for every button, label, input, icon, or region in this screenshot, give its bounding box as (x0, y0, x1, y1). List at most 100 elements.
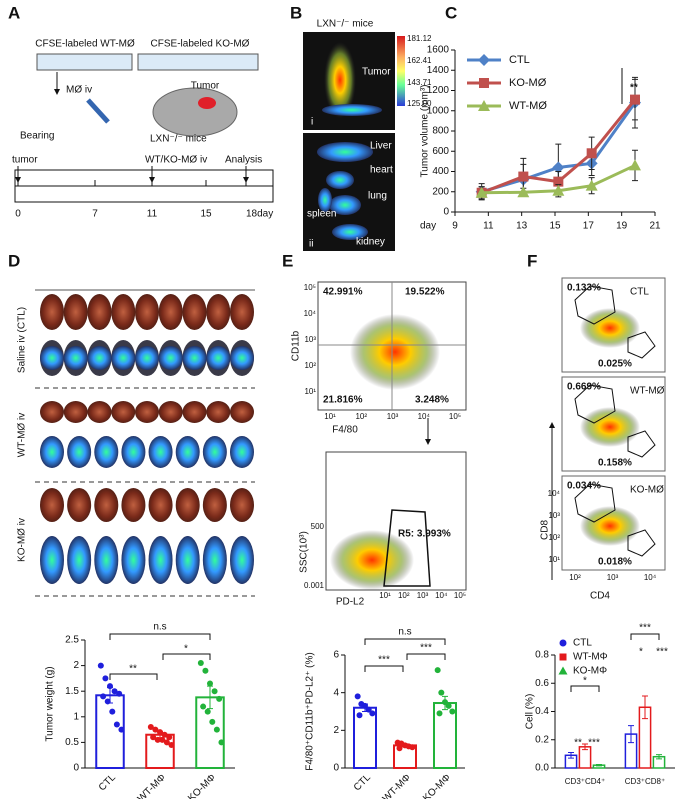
legend-label: CTL (573, 638, 592, 649)
x-tick-label: CTL (97, 772, 118, 793)
data-point (107, 683, 113, 690)
data-point (434, 667, 441, 674)
data-point (213, 726, 220, 733)
quadrant-label: 42.991% (323, 287, 363, 298)
tumor-image (111, 401, 136, 423)
density (350, 314, 440, 390)
flow-tick-label: 10² (304, 361, 316, 370)
flow-tick-label: 10² (569, 573, 581, 582)
tumor-image (175, 488, 200, 522)
tumor-image (121, 536, 146, 584)
organ (318, 188, 332, 212)
data-point (396, 745, 403, 752)
y-tick-label: 1000 (427, 105, 450, 116)
sig-label: * (583, 676, 587, 687)
tumor (198, 97, 216, 109)
error-bar (628, 725, 634, 744)
gate (627, 331, 656, 359)
syringe (86, 98, 110, 124)
legend-label: WT-MØ (509, 100, 547, 112)
tumor-image (175, 436, 200, 468)
data-point (356, 712, 363, 719)
legend-marker (479, 78, 489, 88)
axis-label: SSC(10³) (299, 531, 310, 573)
sig-bracket (109, 633, 211, 640)
error-bar (642, 695, 648, 720)
flow-tick-label: 10³ (607, 573, 619, 582)
y-tick-label: 600 (432, 146, 449, 157)
colorbar-label: 125.00 (407, 99, 432, 108)
data-point (218, 739, 225, 746)
data-point (102, 675, 109, 682)
tumor-image (111, 294, 136, 330)
density (580, 407, 640, 447)
y-tick-label: 1600 (427, 45, 450, 56)
y-tick-label: 0 (73, 763, 79, 774)
flow-tick-label: 10⁵ (449, 412, 461, 421)
tumor-image (230, 294, 254, 330)
legend-label: CTL (509, 54, 530, 66)
y-axis-label: Tumor weight (g) (45, 666, 56, 741)
gate-label: 0.018% (598, 557, 632, 568)
tumor-image (158, 294, 183, 330)
organ-label: heart (370, 165, 393, 176)
sig-label: ** (129, 664, 137, 675)
y-tick-label: 0.5 (65, 737, 79, 748)
marker (552, 161, 565, 174)
x-tick-label: 19 (616, 221, 628, 232)
marker (517, 186, 530, 198)
tumor-image (40, 436, 64, 468)
flow-plots: 0.133% CTL 0.025% 0.669% WT-MØ 0.158% 0.034% KO… (548, 277, 666, 582)
x-tick-label: KO-MΦ (186, 772, 218, 799)
data-point (438, 689, 445, 696)
y-axis-label: Tumor volume (mm³) (420, 85, 431, 178)
tumor-image (63, 401, 88, 423)
colorbar (397, 36, 405, 106)
colorbar-label: 181.12 (407, 34, 432, 43)
legend-marker (559, 639, 567, 647)
tumor-image (94, 488, 119, 522)
dish (137, 53, 259, 71)
tumor-image (206, 401, 231, 423)
quadrant-label: 3.248% (415, 395, 449, 406)
legend-marker (478, 100, 490, 111)
flow-tick-label: 10² (548, 533, 560, 542)
organ-label: spleen (307, 209, 336, 220)
flow-tick-label: 500 (311, 522, 325, 531)
flow-tick-label: 10² (355, 412, 367, 421)
data-point (168, 741, 175, 748)
y-tick-label: 2 (333, 725, 339, 736)
data-point (204, 708, 211, 715)
x-tick-label: KO-MΦ (421, 772, 453, 799)
panel-label: F (527, 251, 537, 270)
sig-bracket (109, 673, 158, 680)
flow-tick-label: 10⁴ (644, 573, 657, 582)
data-point (118, 726, 125, 733)
panel-label: E (282, 251, 293, 270)
marker (585, 179, 598, 191)
data-point (409, 744, 416, 751)
organ-label: kidney (356, 237, 385, 248)
panel-d: D Saline iv (CTL) WT-MØ iv KO-MØ iv n.s … (8, 251, 255, 680)
mice-label: LXN⁻/⁻ mice (150, 134, 207, 145)
timeline-day: 0 (15, 209, 21, 220)
dish-label: CFSE-labeled KO-MØ (151, 39, 250, 50)
y-tick-label: 2.5 (65, 635, 79, 646)
data-point (211, 688, 218, 695)
tumor-image (202, 436, 227, 468)
tumor-image (158, 346, 183, 370)
tumor-image (148, 536, 173, 584)
tumor-image (158, 401, 183, 423)
tumor-image (67, 436, 92, 468)
view-label: ii (309, 239, 313, 250)
x-tick-label: 21 (649, 221, 661, 232)
sig-label: n.s (153, 622, 166, 633)
flow-tick-label: 10⁴ (548, 489, 561, 498)
density (330, 530, 414, 590)
sample-label: KO-MØ (630, 485, 664, 496)
marker (552, 184, 565, 196)
axis-label: CD8 (540, 520, 551, 540)
organ (326, 171, 354, 189)
axis-label: PD-L2 (336, 597, 365, 608)
data-point (216, 695, 223, 702)
